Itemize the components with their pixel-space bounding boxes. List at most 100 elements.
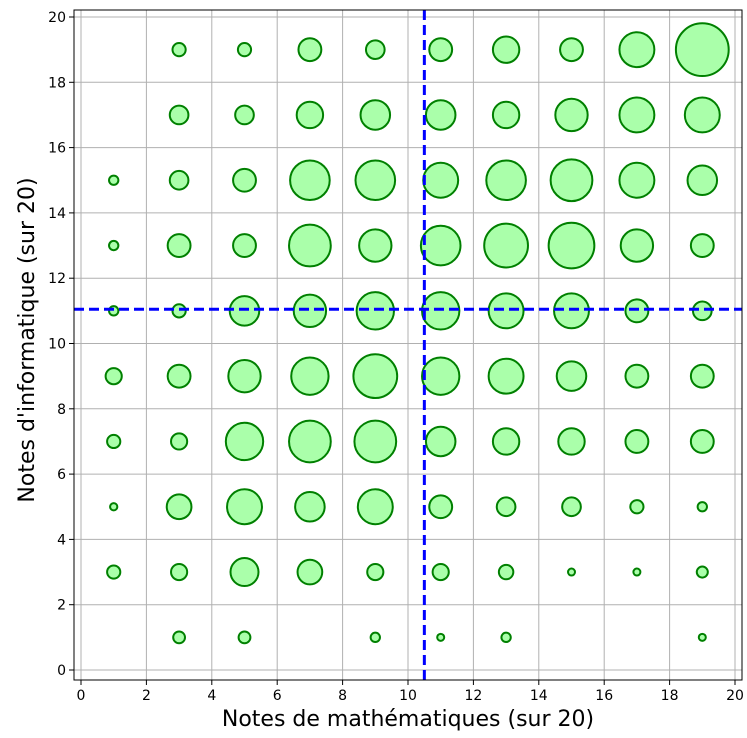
bubble-point <box>232 167 257 193</box>
bubble-point <box>353 419 398 464</box>
bubble-point <box>674 22 730 78</box>
bubble-point <box>352 353 399 400</box>
bubble-point <box>689 429 715 454</box>
y-tick-label: 8 <box>57 402 66 418</box>
bubble-point <box>290 356 330 396</box>
bubble-point <box>547 221 596 270</box>
mean-lines <box>74 10 742 680</box>
bubble-point <box>697 632 707 642</box>
bubble-point <box>228 295 261 327</box>
bubble-point <box>237 630 252 645</box>
bubble-point <box>288 419 332 464</box>
bubble-point <box>419 224 462 267</box>
y-tick-label: 6 <box>57 467 66 483</box>
bubble-point <box>689 233 715 258</box>
y-tick-label: 0 <box>57 663 66 679</box>
bubble-point <box>295 100 325 130</box>
bubble-point <box>624 429 650 454</box>
bubble-point <box>436 632 446 642</box>
y-tick-label: 2 <box>57 598 66 614</box>
bubble-point <box>172 630 187 645</box>
bubble-point <box>166 233 192 258</box>
bubble-point <box>549 158 594 203</box>
bubble-point <box>487 292 525 330</box>
bubble-point <box>170 432 189 451</box>
bubble-point <box>422 161 460 199</box>
bubble-point <box>226 488 263 526</box>
y-tick-label: 4 <box>57 532 66 548</box>
bubble-point <box>431 562 450 582</box>
bubble-point <box>695 565 709 579</box>
bubble-point <box>108 239 120 252</box>
bubbles <box>104 22 730 645</box>
grid <box>74 10 742 680</box>
bubble-point <box>227 358 262 394</box>
bubble-point <box>170 562 189 582</box>
bubble-point <box>168 104 190 126</box>
bubble-point <box>165 493 193 521</box>
bubble-point <box>232 233 257 258</box>
bubble-point <box>171 42 187 58</box>
bubble-point <box>236 42 253 58</box>
bubble-point <box>364 39 386 60</box>
bubble-point <box>500 631 512 644</box>
bubble-point <box>618 31 656 69</box>
bubble-point <box>229 557 260 588</box>
bubble-point <box>689 363 715 389</box>
bubble-point <box>234 104 255 126</box>
bubble-point <box>629 499 645 515</box>
x-tick-label: 14 <box>530 688 548 704</box>
bubble-point <box>686 164 719 197</box>
y-tick-label: 14 <box>48 206 66 222</box>
bubble-point <box>624 298 650 324</box>
bubble-point <box>356 488 394 526</box>
bubble-point <box>555 360 588 392</box>
bubble-point <box>297 37 323 63</box>
bubble-point <box>106 433 122 450</box>
bubble-point <box>554 97 589 133</box>
bubble-point <box>559 37 584 63</box>
bubble-point <box>491 427 521 456</box>
bubble-point <box>487 357 525 395</box>
bubble-point <box>553 292 590 330</box>
bubble-point <box>369 631 381 644</box>
bubble-point <box>561 496 582 518</box>
bubble-point <box>171 303 187 319</box>
y-tick-label: 20 <box>48 10 66 26</box>
bubble-point <box>424 425 457 458</box>
x-axis-title: Notes de mathématiques (sur 20) <box>222 707 594 732</box>
bubble-point <box>358 228 393 263</box>
y-tick-label: 18 <box>48 75 66 91</box>
x-tick-label: 2 <box>142 688 151 704</box>
bubble-point <box>485 159 527 202</box>
bubble-point <box>491 100 521 130</box>
y-axis-ticks: 0 2 4 6 8 10 12 14 16 18 20 <box>48 10 74 679</box>
x-tick-label: 20 <box>726 688 744 704</box>
bubble-point <box>288 223 332 268</box>
bubble-point <box>497 563 515 581</box>
bubble-point <box>495 496 517 518</box>
x-tick-label: 18 <box>661 688 679 704</box>
bubble-point <box>683 96 721 134</box>
bubble-point <box>428 494 454 520</box>
bubble-point <box>691 300 713 322</box>
bubble-point <box>557 427 586 456</box>
x-tick-label: 8 <box>338 688 347 704</box>
bubble-point <box>632 567 642 577</box>
bubble-point <box>104 367 123 386</box>
x-tick-label: 6 <box>273 688 282 704</box>
x-tick-label: 0 <box>77 688 86 704</box>
bubble-point <box>421 356 461 396</box>
bubble-point <box>109 502 119 512</box>
bubble-point <box>166 363 192 389</box>
bubble-point <box>168 169 190 191</box>
x-tick-label: 4 <box>207 688 216 704</box>
bubble-point <box>696 501 708 513</box>
bubble-point <box>224 421 265 462</box>
y-tick-label: 12 <box>48 271 66 287</box>
bubble-point <box>292 293 328 329</box>
bubble-point <box>108 174 120 186</box>
x-tick-label: 12 <box>464 688 482 704</box>
bubble-point <box>618 161 656 199</box>
